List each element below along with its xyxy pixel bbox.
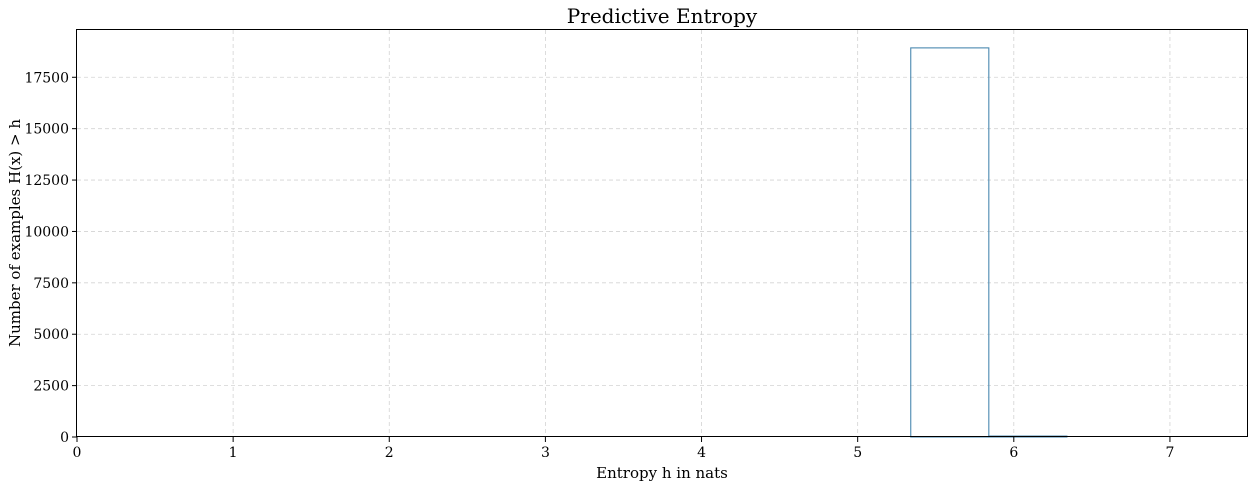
x-axis-label: Entropy h in nats (596, 464, 728, 482)
x-axis-ticks: 0 1 2 3 4 5 6 7 (73, 437, 1174, 461)
y-axis-ticks: 0 2500 5000 7500 10000 12500 15000 17500 (24, 70, 77, 446)
y-tick-label: 0 (60, 430, 69, 446)
x-tick-label: 2 (385, 445, 394, 461)
chart-title: Predictive Entropy (567, 4, 758, 28)
x-tick-label: 3 (541, 445, 550, 461)
y-tick-label: 15000 (24, 122, 69, 138)
plot-frame (76, 29, 1248, 437)
histogram-bar (910, 47, 990, 438)
grid (77, 30, 1248, 437)
x-tick-label: 1 (229, 445, 238, 461)
x-tick-label: 0 (73, 445, 82, 461)
y-tick-label: 17500 (24, 70, 69, 86)
x-tick-label: 4 (697, 445, 706, 461)
x-tick-label: 5 (853, 445, 862, 461)
x-tick-label: 7 (1165, 445, 1174, 461)
y-tick-label: 12500 (24, 173, 69, 189)
y-tick-label: 5000 (33, 327, 69, 343)
y-tick-label: 2500 (33, 379, 69, 395)
y-tick-label: 7500 (33, 276, 69, 292)
bars (910, 47, 1068, 438)
y-tick-label: 10000 (24, 224, 69, 240)
x-tick-label: 6 (1009, 445, 1018, 461)
y-axis-label: Number of examples H(x) > h (6, 119, 24, 347)
